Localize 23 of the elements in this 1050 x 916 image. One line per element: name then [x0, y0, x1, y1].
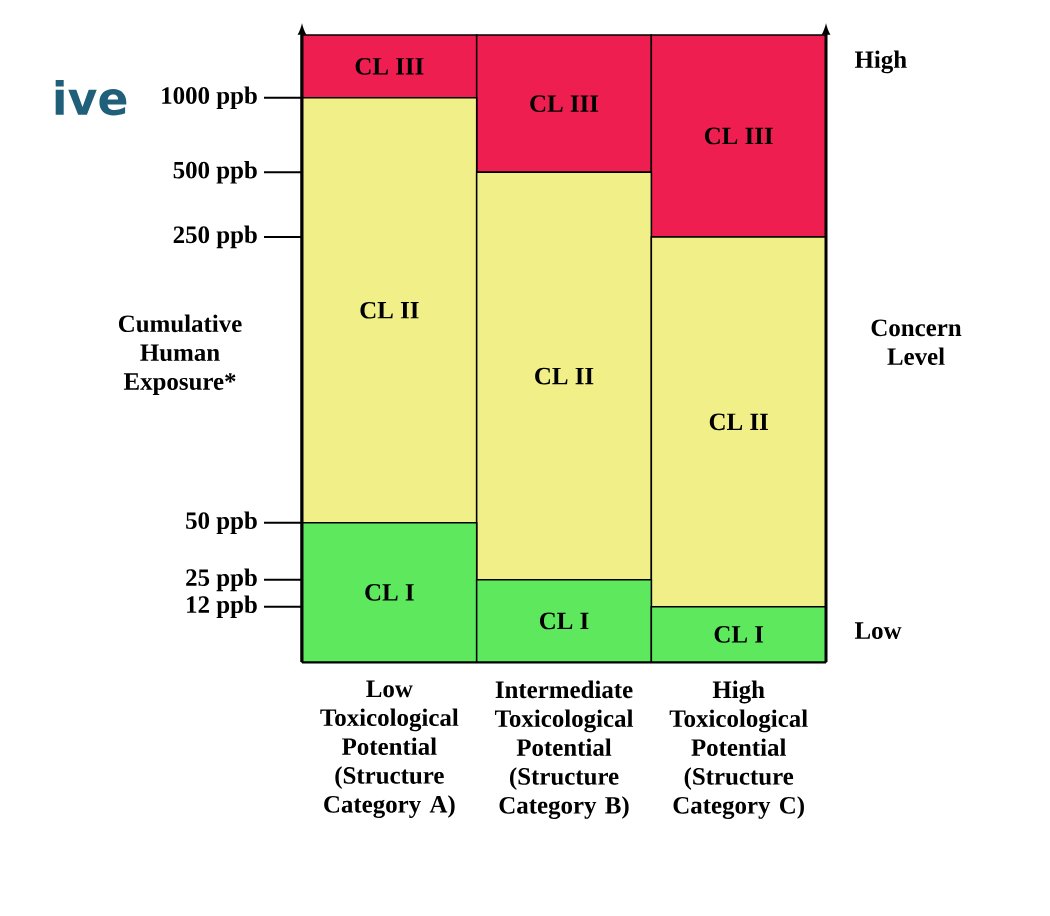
- text: CL III: [704, 127, 773, 145]
- text: CL II: [360, 301, 419, 319]
- series-label: CL II: [709, 413, 768, 431]
- x-tick-label: High Toxicological Potential (Structure Category C): [669, 680, 808, 819]
- series-label: CL I: [714, 626, 764, 643]
- text: CL III: [530, 95, 599, 113]
- text: CL I: [539, 612, 589, 630]
- x-tick-label: Low Toxicological Potential (Structure Category A): [320, 680, 459, 818]
- y2-axis-title: Concern Level: [871, 319, 962, 366]
- text: CL I: [365, 584, 414, 601]
- x-tick-label: Intermediate Toxicological Potential (Structure Category B): [494, 680, 634, 819]
- text: ive: [55, 79, 127, 116]
- text: 50 ppb: [186, 511, 257, 535]
- series-label: CL III: [355, 57, 424, 75]
- text: Low: [854, 622, 902, 639]
- text: 25 ppb: [186, 568, 257, 592]
- y-axis-title: Cumulative Human Exposure*: [118, 314, 242, 395]
- text: High: [854, 50, 907, 74]
- text: CL II: [535, 367, 594, 385]
- text: 1000 ppb: [162, 86, 257, 109]
- text: 250 ppb: [173, 225, 257, 249]
- text: 500 ppb: [173, 161, 257, 184]
- text: 12 ppb: [187, 595, 257, 619]
